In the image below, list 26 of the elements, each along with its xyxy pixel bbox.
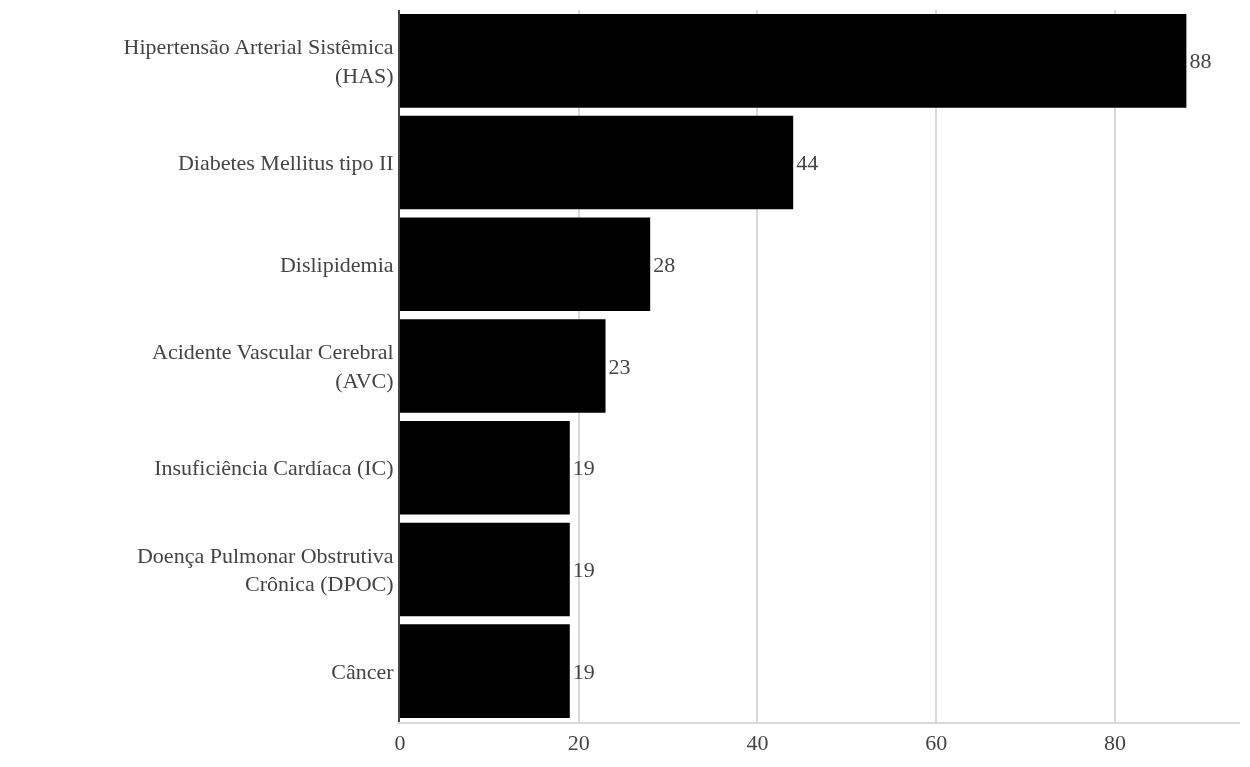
bar: [400, 624, 570, 718]
y-tick-label: Doença Pulmonar Obstrutiva Crônica (DPOC): [136, 542, 394, 597]
y-tick-label: Dislipidemia: [279, 251, 394, 277]
x-tick-label: 40: [746, 730, 769, 756]
data-label: 19: [572, 455, 595, 481]
x-tick-label: 0: [394, 730, 406, 756]
bar: [400, 14, 1187, 108]
data-label: 44: [796, 150, 819, 176]
y-tick-label: Insuficiência Cardíaca (IC): [154, 455, 394, 481]
y-tick-label: Hipertensão Arterial Sistêmica (HAS): [123, 34, 394, 88]
y-tick-label: Câncer: [331, 658, 395, 684]
x-tick-label: 20: [567, 730, 590, 756]
data-label: 28: [653, 251, 676, 277]
data-label: 19: [572, 556, 595, 582]
bar: [400, 217, 651, 312]
x-tick-label: 80: [1103, 730, 1126, 756]
bar: [400, 115, 794, 210]
bar: [400, 319, 606, 413]
data-label: 23: [608, 353, 631, 379]
bar: [400, 522, 570, 617]
x-tick-label: 60: [925, 730, 948, 756]
data-label: 88: [1189, 48, 1212, 74]
bar: [400, 420, 570, 515]
y-tick-label: Diabetes Mellitus tipo II: [177, 150, 394, 176]
data-label: 19: [572, 658, 595, 684]
y-tick-label: Acidente Vascular Cerebral (AVC): [152, 339, 394, 393]
